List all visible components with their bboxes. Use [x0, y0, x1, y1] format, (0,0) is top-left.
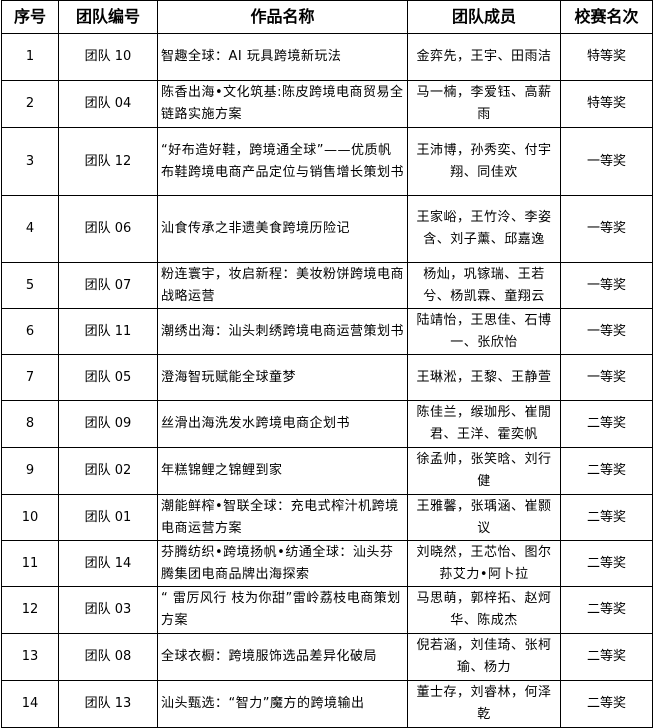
row-number: 6	[1, 308, 59, 355]
table-row: 12 团队 03 “ 雷厉风行 枝为你甜”雷岭荔枝电商策划方案 马思萌，郭梓拓、赵炣华…	[1, 586, 653, 634]
row-number: 12	[1, 586, 59, 634]
award-rank: 一等奖	[560, 354, 653, 401]
work-title: 汕食传承之非遗美食跨境历险记	[157, 195, 408, 263]
team-members: 徐孟帅，张笑晗、刘行健	[407, 447, 561, 495]
work-title: 丝滑出海洗发水跨境电商企划书	[157, 400, 408, 448]
team-id: 团队 06	[58, 195, 158, 263]
team-id: 团队 14	[58, 540, 158, 587]
row-number: 9	[1, 447, 59, 495]
team-members: 倪若涵，刘佳琦、张柯瑜、杨力	[407, 633, 561, 681]
award-rank: 二等奖	[560, 494, 653, 541]
work-title: 芬腾纺织•跨境扬帆•纺通全球：汕头芬腾集团电商品牌出海探索	[157, 540, 408, 587]
work-title: “好布造好鞋，跨境通全球”——优质帆布鞋跨境电商产品定位与销售增长策划书	[157, 127, 408, 196]
work-title: 陈香出海•文化筑基:陈皮跨境电商贸易全链路实施方案	[157, 80, 408, 128]
team-id: 团队 07	[58, 262, 158, 309]
team-id: 团队 05	[58, 354, 158, 401]
team-members: 马一楠，李爱钰、高薪雨	[407, 80, 561, 128]
team-id: 团队 09	[58, 400, 158, 448]
award-rank: 二等奖	[560, 400, 653, 448]
team-members: 王沛博，孙秀奕、付宇翔、同佳欢	[407, 127, 561, 196]
team-id: 团队 10	[58, 33, 158, 81]
award-rank: 一等奖	[560, 127, 653, 196]
header-row: 序号 团队编号 作品名称 团队成员 校赛名次	[1, 0, 653, 34]
team-members: 刘晓然，王芯怡、图尔荪艾力•阿卜拉	[407, 540, 561, 587]
team-members: 董士存，刘睿林，何泽乾	[407, 680, 561, 728]
team-id: 团队 08	[58, 633, 158, 681]
award-rank: 一等奖	[560, 195, 653, 263]
row-number: 11	[1, 540, 59, 587]
team-id: 团队 04	[58, 80, 158, 128]
table-row: 11 团队 14 芬腾纺织•跨境扬帆•纺通全球：汕头芬腾集团电商品牌出海探索 刘晓然，…	[1, 540, 653, 587]
header-team: 团队编号	[58, 0, 158, 34]
team-id: 团队 12	[58, 127, 158, 196]
row-number: 1	[1, 33, 59, 81]
table-row: 7 团队 05 澄海智玩赋能全球童梦 王琳淞，王黎、王静萱 一等奖	[1, 354, 653, 401]
work-title: 潮绣出海：汕头刺绣跨境电商运营策划书	[157, 308, 408, 355]
table-row: 13 团队 08 全球衣橱：跨境服饰选品差异化破局 倪若涵，刘佳琦、张柯瑜、杨力 二等奖	[1, 633, 653, 681]
team-id: 团队 01	[58, 494, 158, 541]
team-members: 王琳淞，王黎、王静萱	[407, 354, 561, 401]
header-no: 序号	[1, 0, 59, 34]
team-members: 王雅馨，张瑀涵、崔颢议	[407, 494, 561, 541]
team-id: 团队 03	[58, 586, 158, 634]
award-rank: 二等奖	[560, 586, 653, 634]
header-members: 团队成员	[407, 0, 561, 34]
row-number: 4	[1, 195, 59, 263]
table-row: 4 团队 06 汕食传承之非遗美食跨境历险记 王家峪，王竹泠、李姿含、刘子薰、邱嘉逸一…	[1, 195, 653, 263]
work-title: “ 雷厉风行 枝为你甜”雷岭荔枝电商策划方案	[157, 586, 408, 634]
row-number: 5	[1, 262, 59, 309]
team-id: 团队 11	[58, 308, 158, 355]
team-members: 马思萌，郭梓拓、赵炣华、陈成杰	[407, 586, 561, 634]
team-members: 杨灿，巩镓瑞、王若兮、杨凯霖、童翔云	[407, 262, 561, 309]
award-rank: 二等奖	[560, 680, 653, 728]
award-rank: 二等奖	[560, 540, 653, 587]
work-title: 澄海智玩赋能全球童梦	[157, 354, 408, 401]
award-rank: 一等奖	[560, 308, 653, 355]
award-rank: 特等奖	[560, 33, 653, 81]
work-title: 潮能鲜榨•智联全球：充电式榨汁机跨境电商运营方案	[157, 494, 408, 541]
row-number: 13	[1, 633, 59, 681]
table-row: 6 团队 11 潮绣出海：汕头刺绣跨境电商运营策划书 陆靖怡，王思佳、石博一、张欣怡一…	[1, 308, 653, 355]
work-title: 智趣全球：AI 玩具跨境新玩法	[157, 33, 408, 81]
row-number: 3	[1, 127, 59, 196]
work-title: 全球衣橱：跨境服饰选品差异化破局	[157, 633, 408, 681]
table-row: 14 团队 13 汕头甄选：“智力”魔方的跨境输出 董士存，刘睿林，何泽乾 二等奖	[1, 680, 653, 728]
row-number: 8	[1, 400, 59, 448]
work-title: 汕头甄选：“智力”魔方的跨境输出	[157, 680, 408, 728]
award-rank: 特等奖	[560, 80, 653, 128]
team-id: 团队 02	[58, 447, 158, 495]
table-row: 3 团队 12 “好布造好鞋，跨境通全球”——优质帆布鞋跨境电商产品定位与销售增长策…	[1, 127, 653, 196]
award-rank: 二等奖	[560, 447, 653, 495]
team-members: 陈佳兰，缑珈彤、崔閒君、王洋、霍奕帆	[407, 400, 561, 448]
row-number: 7	[1, 354, 59, 401]
team-members: 金弈先，王宇、田雨洁	[407, 33, 561, 81]
team-id: 团队 13	[58, 680, 158, 728]
table-row: 10 团队 01 潮能鲜榨•智联全球：充电式榨汁机跨境电商运营方案 王雅馨，张瑀涵、崔…	[1, 494, 653, 541]
header-rank: 校赛名次	[560, 0, 653, 34]
header-title: 作品名称	[157, 0, 408, 34]
row-number: 14	[1, 680, 59, 728]
work-title: 年糕锦鲤之锦鲤到家	[157, 447, 408, 495]
work-title: 粉连寰宇，妆启新程：美妆粉饼跨境电商战略运营	[157, 262, 408, 309]
table-row: 1 团队 10 智趣全球：AI 玩具跨境新玩法 金弈先，王宇、田雨洁 特等奖	[1, 33, 653, 81]
award-rank: 二等奖	[560, 633, 653, 681]
table-row: 2 团队 04 陈香出海•文化筑基:陈皮跨境电商贸易全链路实施方案 马一楠，李爱钰、高…	[1, 80, 653, 128]
team-members: 王家峪，王竹泠、李姿含、刘子薰、邱嘉逸	[407, 195, 561, 263]
row-number: 2	[1, 80, 59, 128]
table-row: 9 团队 02 年糕锦鲤之锦鲤到家 徐孟帅，张笑晗、刘行健 二等奖	[1, 447, 653, 495]
award-rank: 一等奖	[560, 262, 653, 309]
table-row: 5 团队 07 粉连寰宇，妆启新程：美妆粉饼跨境电商战略运营 杨灿，巩镓瑞、王若兮、杨…	[1, 262, 653, 309]
table-row: 8 团队 09 丝滑出海洗发水跨境电商企划书 陈佳兰，缑珈彤、崔閒君、王洋、霍奕帆 二等…	[1, 400, 653, 448]
row-number: 10	[1, 494, 59, 541]
team-members: 陆靖怡，王思佳、石博一、张欣怡	[407, 308, 561, 355]
